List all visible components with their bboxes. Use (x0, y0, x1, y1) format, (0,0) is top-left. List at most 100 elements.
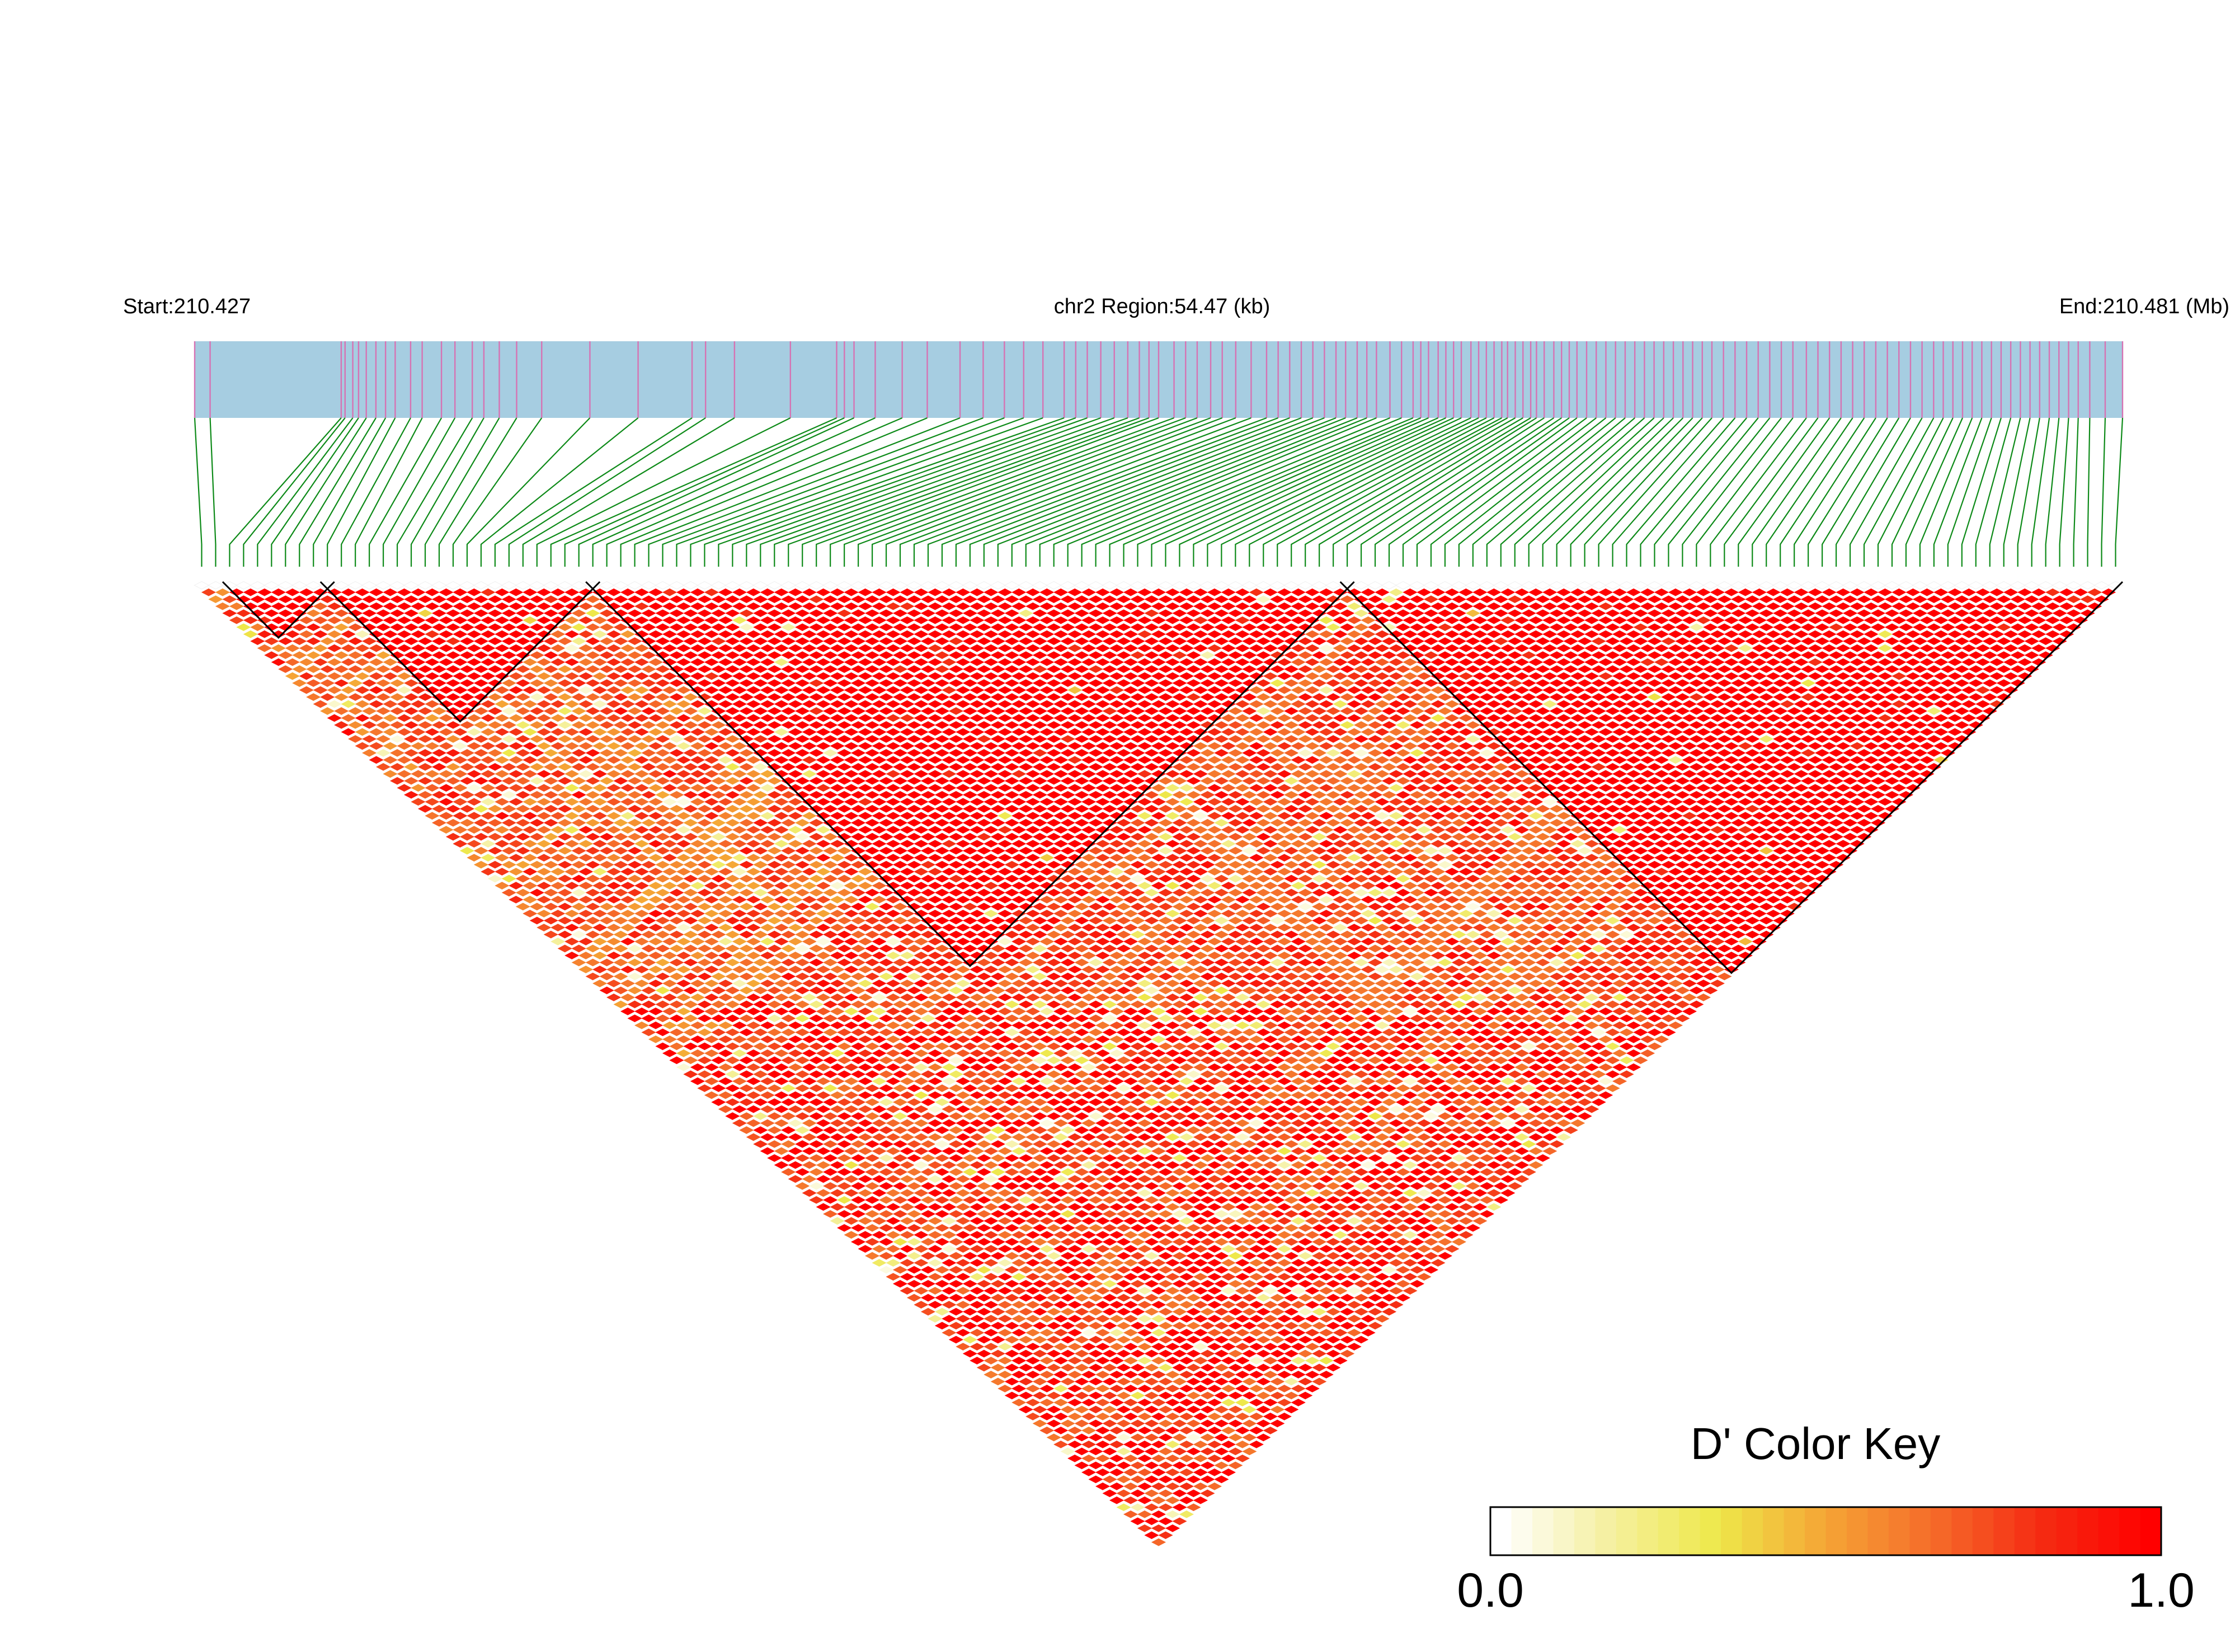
heatmap-ld-cell (509, 812, 524, 820)
heatmap-ld-cell (1207, 1105, 1222, 1113)
heatmap-ld-cell (1109, 1413, 1124, 1420)
heatmap-ld-cell (634, 588, 650, 596)
heatmap-ld-cell (990, 916, 1005, 925)
heatmap-ld-cell (788, 966, 803, 973)
heatmap-ld-cell (620, 924, 636, 931)
heatmap-ld-cell (1123, 1175, 1138, 1183)
snp-connector (606, 417, 903, 567)
heatmap-ld-cell (816, 1119, 831, 1127)
heatmap-ld-cell (543, 860, 558, 869)
heatmap-ld-cell (564, 630, 580, 638)
heatmap-ld-cell (1025, 1119, 1041, 1127)
heatmap-ld-cell (704, 924, 719, 931)
heatmap-ld-cell (1312, 1377, 1327, 1386)
heatmap-ld-cell (816, 714, 831, 722)
heatmap-ld-cell (537, 672, 552, 680)
heatmap-ld-cell (683, 763, 698, 771)
heatmap-ld-cell (1046, 1293, 1061, 1302)
heatmap-ld-cell (697, 763, 712, 771)
heatmap-ld-cell (1088, 1168, 1103, 1176)
heatmap-ld-cell (886, 798, 901, 806)
heatmap-ld-cell (900, 1273, 915, 1281)
heatmap-ld-cell (795, 1140, 810, 1148)
heatmap-ld-cell (1333, 1273, 1348, 1281)
heatmap-ld-cell (1004, 930, 1019, 939)
heatmap-ld-cell (823, 763, 838, 771)
heatmap-ld-cell (313, 686, 328, 694)
heatmap-ld-cell (376, 609, 391, 618)
heatmap-ld-cell (865, 1014, 880, 1023)
heatmap-ld-cell (453, 826, 468, 834)
heatmap-ld-cell (1123, 1063, 1138, 1071)
heatmap-ld-cell (739, 804, 754, 813)
heatmap-ld-cell (634, 602, 650, 610)
heatmap-ld-cell (1102, 1433, 1117, 1442)
heatmap-ld-cell (1333, 1329, 1348, 1337)
heatmap-ld-cell (956, 1245, 971, 1253)
heatmap-ld-cell (1123, 1147, 1138, 1155)
heatmap-ld-cell (976, 1098, 991, 1107)
heatmap-ld-cell (844, 896, 859, 903)
heatmap-ld-cell (781, 1154, 796, 1162)
heatmap-ld-cell (781, 651, 796, 659)
heatmap-ld-cell (417, 763, 433, 771)
heatmap-ld-cell (816, 966, 831, 973)
heatmap-ld-cell (459, 623, 475, 631)
heatmap-ld-cell (1409, 1265, 1425, 1274)
snp-connector (1025, 417, 1346, 567)
heatmap-ld-cell (1046, 916, 1061, 925)
heatmap-ld-cell (892, 1210, 908, 1218)
heatmap-ld-cell (844, 1049, 859, 1057)
heatmap-ld-cell (892, 958, 908, 967)
heatmap-ld-cell (1018, 888, 1033, 897)
heatmap-ld-cell (341, 630, 356, 638)
heatmap-ld-cell (942, 1161, 957, 1169)
heatmap-ld-cell (1172, 1098, 1187, 1107)
heatmap-ld-cell (872, 714, 887, 722)
heatmap-ld-cell (1151, 1385, 1166, 1392)
heatmap-ld-cell (837, 790, 852, 799)
heatmap-ld-cell (543, 637, 558, 645)
heatmap-ld-cell (1186, 1377, 1201, 1386)
heatmap-ld-cell (886, 756, 901, 764)
heatmap-ld-cell (1011, 1189, 1027, 1197)
heatmap-ld-cell (1018, 1363, 1033, 1372)
heatmap-ld-cell (872, 966, 887, 973)
heatmap-ld-cell (690, 756, 705, 764)
heatmap-ld-cell (976, 972, 991, 981)
heatmap-ld-cell (711, 1000, 726, 1009)
heatmap-ld-cell (711, 790, 726, 799)
heatmap-ld-cell (1039, 1217, 1055, 1225)
heatmap-ld-cell (823, 888, 838, 897)
heatmap-ld-cell (1375, 1287, 1390, 1295)
heatmap-ld-cell (1053, 1231, 1069, 1239)
snp-connector (271, 417, 359, 567)
heatmap-ld-cell (1228, 1433, 1243, 1442)
heatmap-ld-cell (830, 1119, 845, 1127)
heatmap-ld-cell (1193, 1259, 1208, 1267)
heatmap-ld-cell (970, 1329, 985, 1337)
heatmap-ld-cell (1228, 1307, 1243, 1316)
heatmap-ld-cell (962, 1098, 977, 1107)
heatmap-ld-cell (906, 1056, 922, 1065)
heatmap-ld-cell (1319, 1245, 1334, 1253)
heatmap-ld-cell (1151, 1482, 1166, 1490)
heatmap-ld-cell (760, 742, 775, 750)
heatmap-ld-cell (459, 693, 475, 701)
heatmap-ld-cell (397, 644, 412, 652)
heatmap-ld-cell (1214, 1377, 1229, 1386)
heatmap-ld-cell (557, 818, 572, 827)
heatmap-ld-cell (920, 958, 936, 967)
heatmap-ld-cell (683, 986, 698, 995)
heatmap-ld-cell (1025, 882, 1041, 889)
heatmap-ld-cell (962, 958, 977, 967)
heatmap-ld-cell (473, 832, 488, 841)
heatmap-ld-cell (1353, 1307, 1369, 1316)
heatmap-ld-cell (1200, 1252, 1215, 1260)
heatmap-ld-cell (1165, 1399, 1180, 1406)
heatmap-ld-cell (732, 994, 747, 1001)
heatmap-ld-cell (613, 595, 628, 604)
heatmap-diagonal-cell (627, 581, 643, 590)
heatmap-ld-cell (802, 770, 817, 778)
heatmap-ld-cell (962, 1112, 977, 1120)
